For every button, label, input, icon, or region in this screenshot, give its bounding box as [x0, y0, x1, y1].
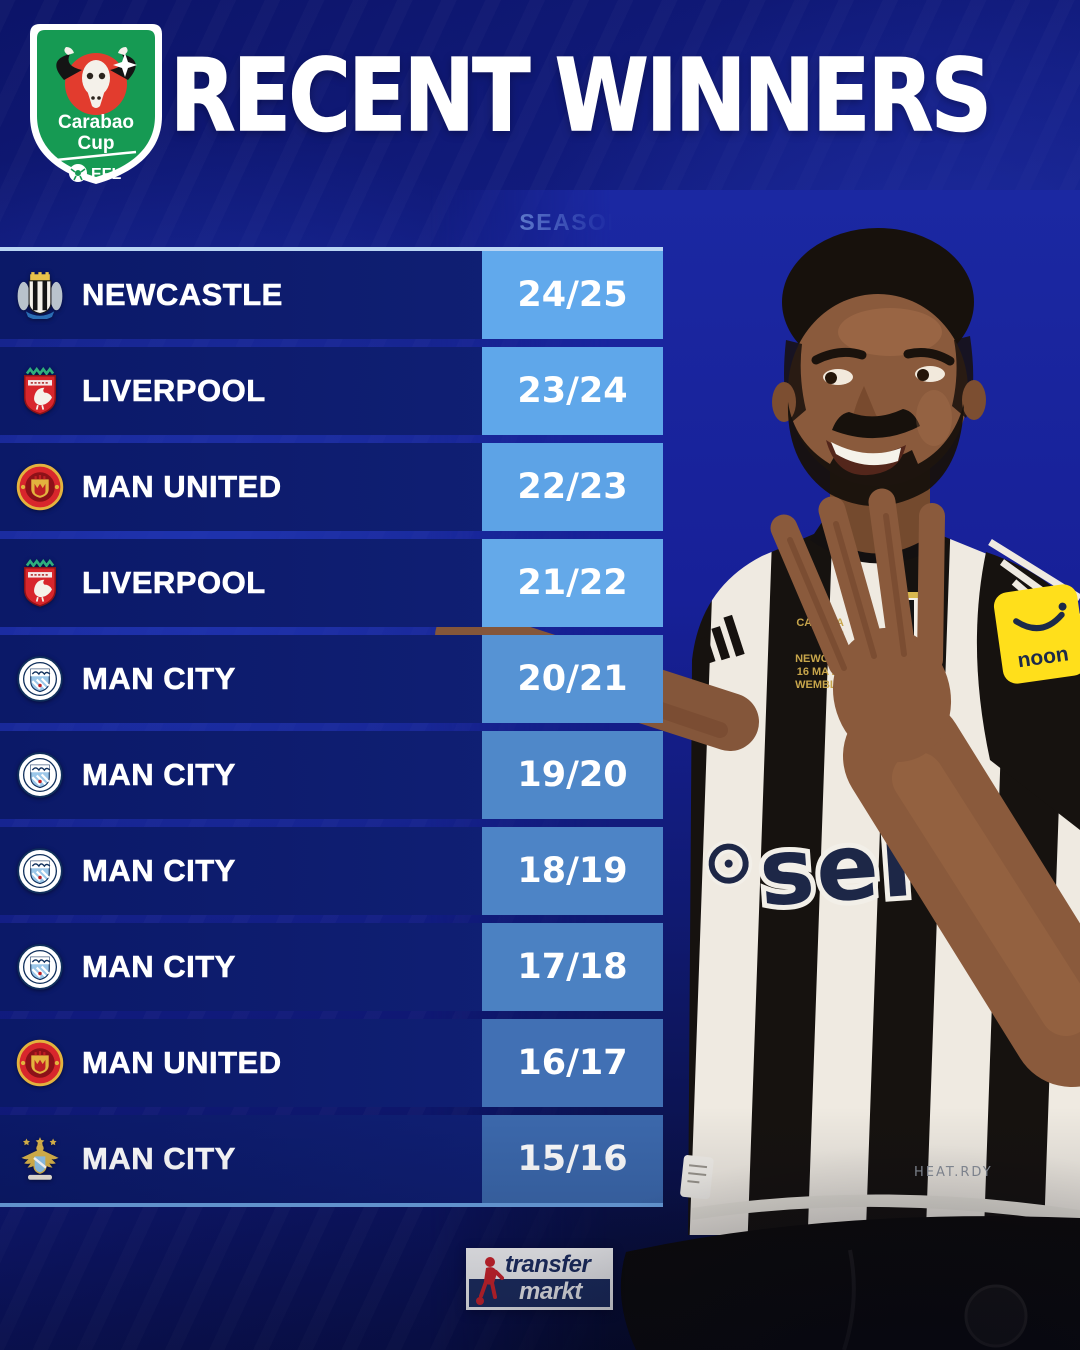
- man-united-badge-icon: [14, 461, 66, 513]
- team-name: MAN CITY: [82, 853, 236, 889]
- season-value: 24/25: [482, 251, 663, 339]
- season-value: 15/16: [482, 1115, 663, 1203]
- man-city-badge-icon: [14, 845, 66, 897]
- man-city-badge-icon: [14, 941, 66, 993]
- svg-text:WEMBLE: WEMBLE: [795, 679, 844, 691]
- winners-table: NEWCASTLE 24/25 LIVERPOOL 23/24 MAN UNIT…: [0, 247, 663, 1207]
- carabao-cup-logo: Carabao Cup EFL: [30, 24, 162, 184]
- svg-text:EFL: EFL: [91, 166, 121, 183]
- man-united-badge-icon: [14, 1037, 66, 1089]
- team-name: NEWCASTLE: [82, 277, 283, 313]
- liverpool-badge-icon: [14, 557, 66, 609]
- man-city-old-badge-icon: [14, 1133, 66, 1185]
- table-row: MAN UNITED 16/17: [0, 1019, 663, 1107]
- team-name: LIVERPOOL: [82, 373, 266, 409]
- season-value: 16/17: [482, 1019, 663, 1107]
- table-row: MAN CITY 19/20: [0, 731, 663, 819]
- table-bottom-edge: [0, 1203, 663, 1207]
- season-value: 21/22: [482, 539, 663, 627]
- transfermarkt-word-bottom: markt: [519, 1278, 582, 1305]
- page-title: RECENT WINNERS: [169, 37, 992, 154]
- table-row: LIVERPOOL 21/22: [0, 539, 663, 627]
- table-rows: NEWCASTLE 24/25 LIVERPOOL 23/24 MAN UNIT…: [0, 251, 663, 1203]
- table-row: MAN CITY 15/16: [0, 1115, 663, 1203]
- team-name: LIVERPOOL: [82, 565, 266, 601]
- carabao-skull-icon: [56, 47, 137, 108]
- season-value: 17/18: [482, 923, 663, 1011]
- season-value: 20/21: [482, 635, 663, 723]
- player-face: [772, 228, 986, 554]
- team-name: MAN UNITED: [82, 1045, 282, 1081]
- team-name: MAN UNITED: [82, 469, 282, 505]
- season-value: 22/23: [482, 443, 663, 531]
- team-name: MAN CITY: [82, 949, 236, 985]
- table-row: MAN CITY 20/21: [0, 635, 663, 723]
- table-row: MAN CITY 18/19: [0, 827, 663, 915]
- transfermarkt-logo: transfer markt: [466, 1248, 613, 1310]
- man-city-badge-icon: [14, 653, 66, 705]
- table-row: MAN UNITED 22/23: [0, 443, 663, 531]
- shorts-label: HEAT.RDY: [914, 1165, 993, 1180]
- team-name: MAN CITY: [82, 1141, 236, 1177]
- team-name: MAN CITY: [82, 757, 236, 793]
- team-name: MAN CITY: [82, 661, 236, 697]
- svg-text:Carabao: Carabao: [58, 112, 134, 133]
- season-value: 19/20: [482, 731, 663, 819]
- table-row: LIVERPOOL 23/24: [0, 347, 663, 435]
- table-top-edge: [0, 247, 663, 251]
- table-row: MAN CITY 17/18: [0, 923, 663, 1011]
- transfermarkt-player-icon: [476, 1257, 504, 1305]
- man-city-badge-icon: [14, 749, 66, 801]
- transfermarkt-word-top: transfer: [505, 1251, 591, 1278]
- liverpool-badge-icon: [14, 365, 66, 417]
- efl-ball-icon: [69, 164, 87, 182]
- table-row: NEWCASTLE 24/25: [0, 251, 663, 339]
- player-shirt: noon CARABA LIVE NEWCAS 16 M: [688, 522, 1080, 1235]
- season-value: 23/24: [482, 347, 663, 435]
- sleeve-patch: noon: [993, 584, 1080, 684]
- newcastle-badge-icon: [14, 269, 66, 321]
- season-value: 18/19: [482, 827, 663, 915]
- svg-text:Cup: Cup: [78, 133, 115, 154]
- player-shorts: HEAT.RDY: [620, 1155, 1080, 1350]
